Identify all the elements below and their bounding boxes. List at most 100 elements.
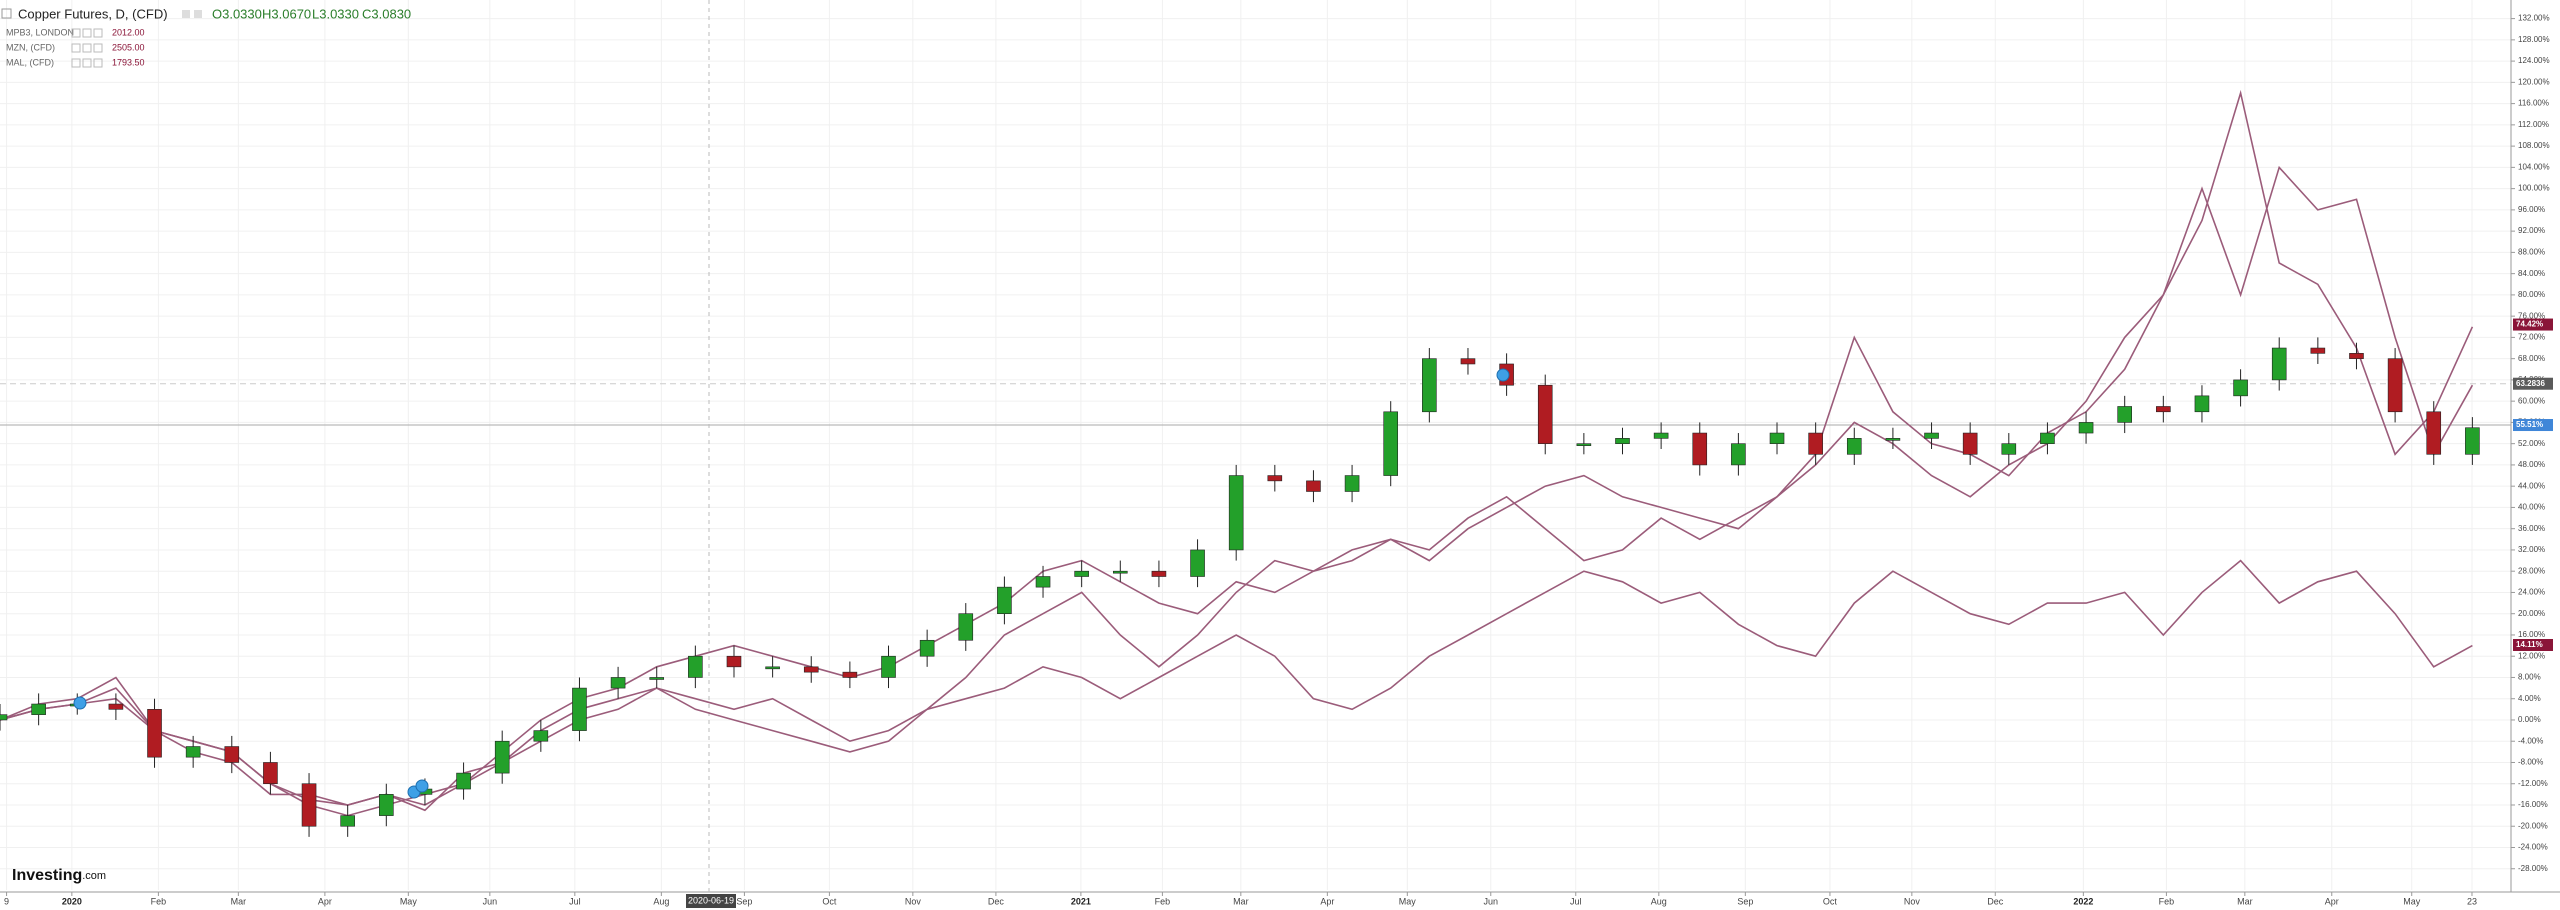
candle-body [2349,353,2364,359]
candle-body [1769,432,1785,444]
y-tick-label: -4.00% [2518,736,2543,745]
logo-main: Investing [12,867,82,884]
candle-body [2465,427,2480,455]
close-icon[interactable] [194,10,202,18]
x-tick-label: May [1399,896,1417,906]
y-tick-label: 68.00% [2518,354,2545,363]
candle-body [1924,432,1939,439]
price-tag [2513,638,2553,651]
candle-body [1731,443,1746,466]
x-tick-label: May [2403,896,2421,906]
x-tick-label: Dec [1987,896,2004,906]
candle-body [2233,379,2248,397]
x-tick-label: Jun [483,896,498,906]
candle-body [2001,443,2017,455]
x-tick-label: Aug [1651,896,1667,906]
price-tag [2513,419,2553,432]
legend-icon [82,43,92,53]
candle-body [919,639,935,657]
legend-icon [93,28,103,38]
y-tick-label: 36.00% [2518,524,2545,533]
x-tick-label: Feb [1155,896,1171,906]
x-tick-label: Mar [1233,896,1249,906]
x-tick-label: 23 [2467,896,2477,906]
x-tick-label: Sep [736,896,752,906]
x-tick-label: Jul [569,896,581,906]
candle-body [2310,347,2326,354]
candle-body [1576,443,1592,446]
candle-body [726,655,742,668]
x-tick-label: 2020 [62,896,82,906]
y-tick-label: -20.00% [2518,821,2548,830]
x-tick-label: Mar [2237,896,2253,906]
y-tick-label: 104.00% [2518,162,2550,171]
event-marker[interactable] [73,696,87,710]
candle-body [379,794,394,816]
price-tag-label: 74.42% [2516,320,2543,329]
y-tick-label: 112.00% [2518,120,2549,129]
y-tick-label: -28.00% [2518,864,2548,873]
y-tick-label: 24.00% [2518,588,2545,597]
y-tick-label: 16.00% [2518,630,2545,639]
candle-body [2426,411,2442,455]
x-tick-label: Oct [1823,896,1838,906]
event-marker[interactable] [1496,368,1510,382]
y-tick-label: 52.00% [2518,439,2545,448]
candle-body [2117,406,2132,423]
legend-name: MPB3, LONDON [6,27,74,37]
candle-body [108,703,124,710]
legend-name: MAL, (CFD) [6,57,54,67]
candle-body [1190,549,1205,577]
legend-name: MZN, (CFD) [6,42,55,52]
legend-icon [82,58,92,68]
y-tick-label: 132.00% [2518,14,2550,23]
price-tag-label: 14.11% [2516,640,2543,649]
x-tick-label: Jul [1570,896,1582,906]
y-tick-label: 0.00% [2518,715,2541,724]
candle-body [610,677,626,689]
y-tick-label: 84.00% [2518,269,2545,278]
candle-body [1151,570,1167,577]
y-tick-label: -8.00% [2518,758,2543,767]
legend-value: 2012.00 [112,27,145,37]
candle-body [1615,438,1630,444]
candle-body [1808,432,1823,455]
x-tick-label: May [400,896,418,906]
event-marker[interactable] [415,779,429,793]
legend-value: 1793.50 [112,57,145,67]
x-tick-label: 2021 [1071,896,1091,906]
x-tick-label: Apr [1320,896,1334,906]
y-tick-label: 80.00% [2518,290,2545,299]
legend-icon [93,43,103,53]
chart-title: Copper Futures, D, (CFD) [18,6,168,21]
y-tick-label: 108.00% [2518,141,2550,150]
candle-body [1962,432,1978,455]
candle-body [1306,480,1321,492]
x-tick-label: Apr [318,896,332,906]
candle-body [997,586,1012,615]
candle-body [1537,384,1553,444]
y-tick-label: 48.00% [2518,460,2545,469]
y-tick-label: -24.00% [2518,843,2548,852]
price-tag-label: 55.51% [2516,420,2543,429]
legend-icon [71,43,81,53]
settings-icon[interactable] [182,10,190,18]
series-line [0,89,2474,806]
x-tick-label: 9 [4,896,9,906]
legend-icon [82,28,92,38]
candle-body [842,671,858,678]
price-tag-label: 63.2836 [2516,379,2545,388]
candle-body [224,746,240,763]
collapse-icon[interactable] [1,8,12,19]
y-tick-label: 32.00% [2518,545,2545,554]
y-tick-label: 124.00% [2518,56,2550,65]
candle-body [688,655,703,678]
x-tick-label: Feb [2159,896,2175,906]
x-tick-label: Mar [231,896,247,906]
y-tick-label: 88.00% [2518,247,2545,256]
y-tick-label: 120.00% [2518,77,2550,86]
candle-body [1422,358,1437,413]
candle-body [2156,406,2171,413]
y-tick-label: 100.00% [2518,184,2550,193]
